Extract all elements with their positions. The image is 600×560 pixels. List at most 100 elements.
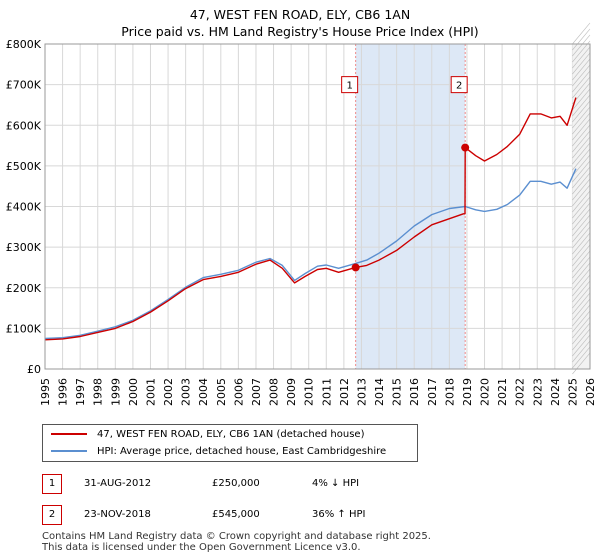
x-tick-label: 1998 (92, 378, 105, 406)
forecast-hatch-line (572, 208, 591, 231)
forecast-hatch-line (572, 340, 591, 363)
forecast-hatch-line (572, 148, 591, 171)
marker-1-label: 1 (346, 81, 352, 92)
forecast-hatch-line (572, 154, 591, 177)
forecast-hatch-line (572, 172, 591, 195)
forecast-hatch-line (572, 136, 591, 159)
x-tick-label: 2006 (232, 378, 245, 406)
forecast-hatch-line (572, 52, 591, 75)
y-tick-label: £200K (6, 282, 42, 295)
legend-label-property: 47, WEST FEN ROAD, ELY, CB6 1AN (detache… (97, 429, 365, 440)
forecast-hatch-line (572, 310, 591, 333)
chart-subtitle: Price paid vs. HM Land Registry's House … (121, 24, 479, 39)
footer-line-2: This data is licensed under the Open Gov… (42, 542, 361, 553)
forecast-hatch-line (572, 70, 591, 93)
forecast-hatch-line (572, 352, 591, 375)
transaction-price-1: £250,000 (212, 478, 260, 489)
y-tick-label: £800K (6, 38, 42, 51)
forecast-hatch-line (572, 160, 591, 183)
chart-title-block: 47, WEST FEN ROAD, ELY, CB6 1AN Price pa… (0, 6, 600, 40)
x-tick-label: 2009 (285, 378, 298, 406)
forecast-hatch-line (572, 196, 591, 219)
forecast-hatch-line (572, 286, 591, 309)
x-tick-label: 1999 (109, 378, 122, 406)
x-tick-label: 2005 (215, 378, 228, 406)
x-tick-label: 2000 (127, 378, 140, 406)
forecast-hatch-line (572, 124, 591, 147)
x-tick-label: 2026 (584, 378, 597, 406)
transaction-date-1: 31-AUG-2012 (84, 478, 152, 489)
sale-point-1 (351, 263, 360, 272)
footer: Contains HM Land Registry data © Crown c… (42, 531, 431, 553)
marker-2-label: 2 (456, 81, 462, 92)
x-tick-label: 2019 (461, 378, 474, 406)
forecast-hatch-line (572, 166, 591, 189)
forecast-hatch-line (572, 184, 591, 207)
forecast-hatch-line (572, 112, 591, 135)
marker-1-box (341, 76, 359, 94)
forecast-hatch-line (572, 130, 591, 153)
transaction-hpi-1: 4% ↓ HPI (312, 478, 360, 489)
x-tick-label: 2016 (408, 378, 421, 406)
x-tick-label: 2002 (162, 378, 175, 406)
forecast-hatch-line (572, 118, 591, 141)
forecast-hatch-line (572, 28, 591, 51)
forecast-hatch-line (572, 274, 591, 297)
x-tick-label: 2011 (320, 378, 333, 406)
x-tick-label: 2007 (250, 378, 263, 406)
forecast-hatch-line (572, 256, 591, 279)
forecast-hatch-line (572, 58, 591, 81)
y-tick-label: £600K (6, 119, 42, 132)
sale-point-2 (461, 143, 470, 152)
x-tick-label: 2004 (197, 378, 210, 406)
forecast-hatch-line (572, 238, 591, 261)
transaction-price-2: £545,000 (212, 509, 260, 520)
forecast-region (572, 44, 590, 369)
forecast-hatch-line (572, 142, 591, 165)
y-tick-label: £700K (6, 79, 42, 92)
forecast-hatch-line (572, 214, 591, 237)
x-tick-label: 2010 (303, 378, 316, 406)
marker-2-box (450, 76, 468, 94)
y-tick-label: £400K (6, 201, 42, 214)
x-tick-label: 2015 (391, 378, 404, 406)
x-tick-label: 2012 (338, 378, 351, 406)
chart-title: 47, WEST FEN ROAD, ELY, CB6 1AN (189, 7, 411, 22)
forecast-hatch-line (572, 328, 591, 351)
forecast-hatch-line (572, 64, 591, 87)
forecast-hatch-line (572, 268, 591, 291)
legend-swatch-hpi (51, 450, 87, 452)
forecast-hatch-line (572, 298, 591, 321)
forecast-hatch-line (572, 280, 591, 303)
forecast-hatch-line (572, 220, 591, 243)
transaction-badge-1: 1 (42, 474, 62, 494)
x-tick-label: 2008 (268, 378, 281, 406)
plot-border (44, 43, 591, 370)
x-tick-label: 2022 (514, 378, 527, 406)
footer-line-1: Contains HM Land Registry data © Crown c… (42, 531, 431, 542)
y-tick-label: £500K (6, 160, 42, 173)
legend-label-hpi: HPI: Average price, detached house, East… (97, 446, 387, 457)
x-tick-label: 2020 (479, 378, 492, 406)
forecast-hatch-line (572, 34, 591, 57)
x-tick-label: 2003 (180, 378, 193, 406)
transaction-date-2: 23-NOV-2018 (84, 509, 151, 520)
x-tick-label: 2021 (496, 378, 509, 406)
forecast-hatch-line (572, 244, 591, 267)
forecast-hatch-line (572, 106, 591, 129)
forecast-hatch-line (572, 88, 591, 111)
x-tick-label: 1996 (57, 378, 70, 406)
x-tick-label: 2017 (426, 378, 439, 406)
x-tick-label: 2014 (373, 378, 386, 406)
forecast-hatch-line (572, 232, 591, 255)
forecast-hatch-line (572, 46, 591, 69)
forecast-hatch-line (572, 304, 591, 327)
y-tick-label: £100K (6, 322, 42, 335)
forecast-hatch-line (572, 292, 591, 315)
legend-item-property: 47, WEST FEN ROAD, ELY, CB6 1AN (detache… (51, 427, 365, 443)
y-tick-label: £300K (6, 241, 42, 254)
y-tick-label: £0 (27, 363, 41, 376)
transaction-badge-2: 2 (42, 505, 62, 525)
forecast-hatch-line (572, 250, 591, 273)
x-tick-label: 1997 (74, 378, 87, 406)
